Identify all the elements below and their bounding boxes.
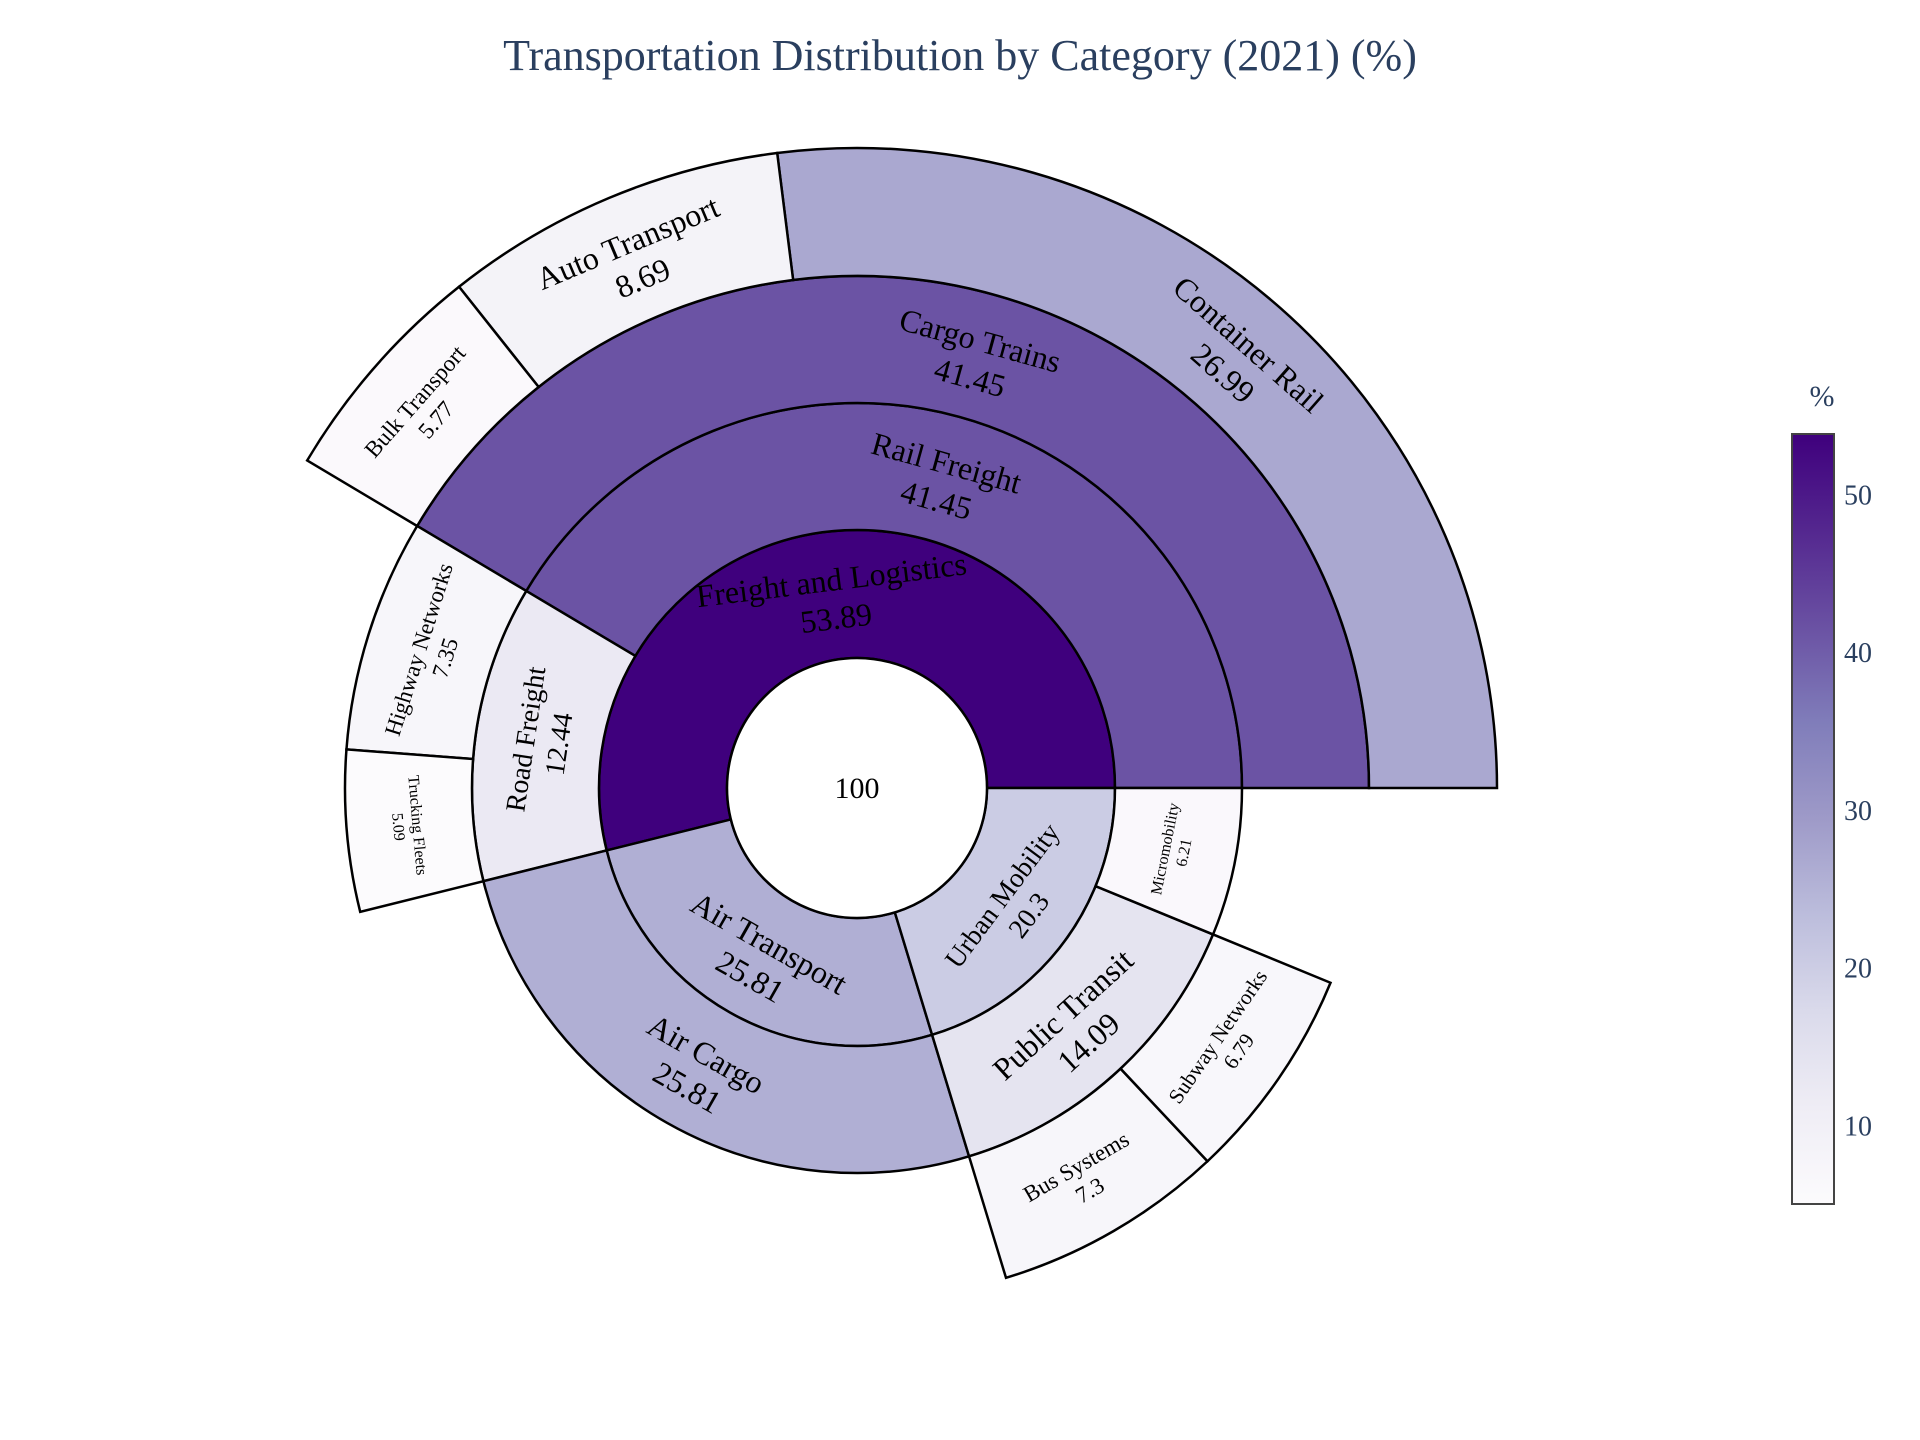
colorbar-tick-label: 10 <box>1844 1112 1872 1143</box>
segment-subway-networks[interactable] <box>1118 932 1333 1163</box>
segment-micromobility[interactable] <box>1093 786 1244 937</box>
colorbar-tick-label: 50 <box>1844 480 1872 511</box>
segment-air-cargo[interactable] <box>481 848 971 1175</box>
colorbar-tick-label: 40 <box>1844 638 1872 669</box>
colorbar-tick-label: 30 <box>1844 796 1872 827</box>
segment-value: 5.09 <box>388 812 407 841</box>
segment-trucking-fleets[interactable] <box>343 748 485 914</box>
chart-title: Transportation Distribution by Category … <box>503 31 1417 80</box>
colorbar: 10 20 30 40 50 <box>1791 433 1872 1205</box>
segment-container-rail[interactable] <box>775 146 1499 790</box>
colorbar-gradient <box>1791 433 1835 1205</box>
segment-value: 6.21 <box>1173 837 1195 868</box>
segment-bulk-transport[interactable] <box>305 285 541 528</box>
segment-value: 53.89 <box>798 596 874 641</box>
segment-root[interactable] <box>725 656 989 920</box>
colorbar-title: % <box>1809 380 1835 413</box>
colorbar-tick-label: 20 <box>1844 954 1872 985</box>
root-value-label: 100 <box>835 772 880 805</box>
